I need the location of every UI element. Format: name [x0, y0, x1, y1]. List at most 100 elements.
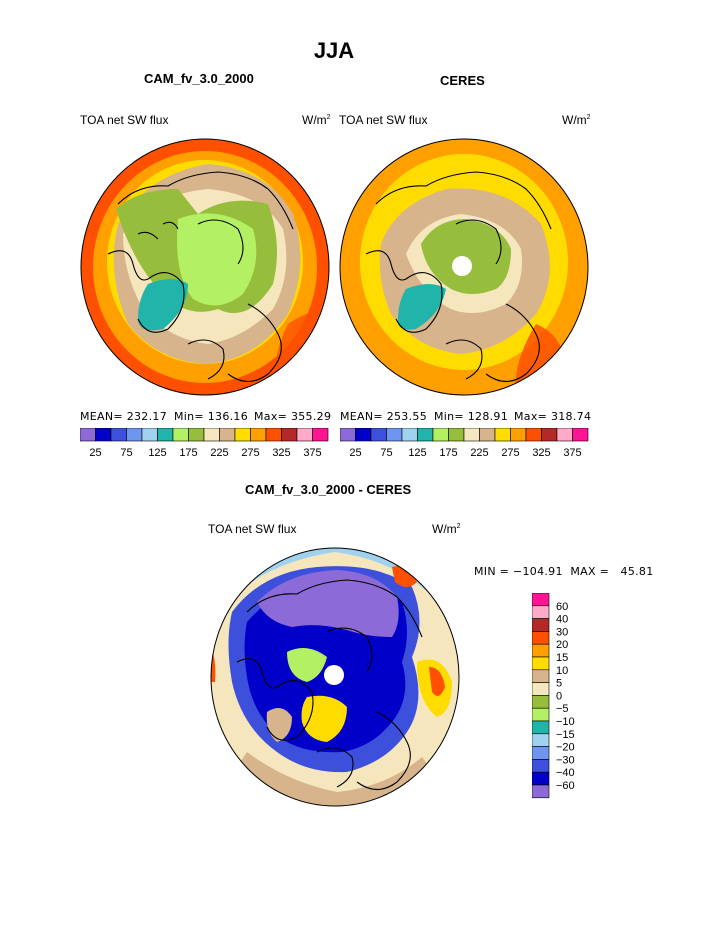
colorbar-swatch [234, 428, 251, 442]
colorbar-swatch [479, 428, 496, 442]
colorbar-swatch [532, 605, 550, 619]
colorbar-tick-label: 225 [210, 447, 228, 459]
model-polar-map [80, 138, 330, 396]
colorbar-tick-label: 225 [470, 447, 488, 459]
colorbar-swatch [296, 428, 313, 442]
colorbar-swatch [532, 720, 550, 735]
colorbar-swatch [532, 746, 550, 760]
panel1-min: Min= 136.16 [174, 410, 249, 423]
colorbar-tick-label: −15 [556, 729, 575, 741]
colorbar-swatch [250, 428, 267, 442]
colorbar-swatch [157, 428, 174, 442]
colorbar-tick-label: 40 [556, 614, 568, 626]
colorbar-tick-label: −40 [556, 767, 575, 779]
colorbar-swatch [172, 428, 189, 442]
colorbar-swatch [448, 428, 465, 442]
colorbar-swatch [541, 428, 558, 442]
colorbar-tick-label: 275 [501, 447, 519, 459]
colorbar-top-right: 25 75 125 175 225 275 325 375 [340, 428, 589, 459]
colorbar-swatch [80, 428, 96, 442]
colorbar-swatch [532, 784, 550, 799]
colorbar-swatch [370, 428, 387, 442]
panel2-mean: MEAN= 253.55 [340, 410, 427, 423]
colorbar-swatch [532, 618, 550, 632]
colorbar-swatch [281, 428, 298, 442]
colorbar-tick-label: 30 [556, 626, 568, 638]
colorbar-tick-label: −10 [556, 716, 575, 728]
colorbar-swatch [510, 428, 527, 442]
colorbar-tick-label: 125 [408, 447, 426, 459]
page-title: JJA [313, 38, 355, 63]
colorbar-tick-label: 275 [241, 447, 259, 459]
panel1-unit: W/m2 [302, 113, 331, 127]
colorbar-swatch [463, 428, 480, 442]
colorbar-swatch [532, 707, 550, 722]
colorbar-swatch [417, 428, 434, 442]
colorbar-tick-label: 375 [303, 447, 321, 459]
colorbar-swatch [386, 428, 403, 442]
panel1-subtitle: CAM_fv_3.0_2000 [144, 71, 254, 86]
colorbar-swatch [532, 643, 550, 658]
colorbar-tick-label: 20 [556, 639, 568, 651]
panel2-max: Max= 318.74 [514, 410, 592, 423]
panel1-field-label: TOA net SW flux [80, 113, 169, 127]
colorbar-tick-label: 5 [556, 678, 562, 690]
panel3-subtitle: CAM_fv_3.0_2000 - CERES [245, 482, 412, 497]
colorbar-swatch [532, 669, 550, 683]
difference-polar-map [210, 547, 460, 807]
colorbar-tick-label: 15 [556, 652, 568, 664]
colorbar-swatch [219, 428, 236, 442]
colorbar-swatch [532, 682, 550, 696]
colorbar-swatch [110, 428, 127, 442]
colorbar-tick-label: 75 [380, 447, 392, 459]
colorbar-swatch [432, 428, 449, 442]
colorbar-tick-label: 175 [439, 447, 457, 459]
panel2-min: Min= 128.91 [434, 410, 509, 423]
colorbar-tick-label: 325 [532, 447, 550, 459]
colorbar-swatch [532, 656, 550, 671]
panel3-min-max: MIN = −104.91 MAX = 45.81 [474, 565, 654, 578]
colorbar-swatch [265, 428, 282, 442]
ceres-polar-map [339, 138, 589, 396]
colorbar-tick-label: 0 [556, 690, 562, 702]
panel2-subtitle: CERES [440, 73, 485, 88]
panel1-mean: MEAN= 232.17 [80, 410, 167, 423]
panel3-field-label: TOA net SW flux [208, 522, 297, 536]
colorbar-swatch [141, 428, 158, 442]
colorbar-swatch [95, 428, 112, 442]
colorbar-swatch [525, 428, 542, 442]
colorbar-tick-label: −60 [556, 780, 575, 792]
colorbar-tick-label: −5 [556, 703, 569, 715]
panel3-unit: W/m2 [432, 522, 461, 536]
colorbar-tick-label: −30 [556, 754, 575, 766]
colorbar-swatch [532, 593, 550, 607]
colorbar-swatch [532, 695, 550, 709]
panel2-unit: W/m2 [562, 113, 591, 127]
colorbar-swatch [126, 428, 143, 442]
colorbar-tick-label: 25 [349, 447, 361, 459]
colorbar-tick-label: 125 [148, 447, 166, 459]
colorbar-tick-label: 25 [89, 447, 101, 459]
colorbar-swatch [532, 733, 550, 747]
colorbar-tick-label: 75 [120, 447, 132, 459]
colorbar-swatch [312, 428, 329, 442]
colorbar-swatch [355, 428, 372, 442]
colorbar-swatch [188, 428, 205, 442]
colorbar-top-left: 25 75 125 175 225 275 325 375 [80, 428, 329, 459]
colorbar-tick-label: 375 [563, 447, 581, 459]
colorbar-swatch [556, 428, 573, 442]
colorbar-swatch [340, 428, 356, 442]
colorbar-tick-label: 325 [272, 447, 290, 459]
colorbar-swatch [532, 631, 550, 645]
colorbar-tick-label: 175 [179, 447, 197, 459]
colorbar-swatch [401, 428, 418, 442]
colorbar-swatch [494, 428, 511, 442]
panel1-max: Max= 355.29 [254, 410, 332, 423]
colorbar-swatch [532, 771, 550, 786]
colorbar-swatch [572, 428, 589, 442]
panel2-field-label: TOA net SW flux [339, 113, 428, 127]
colorbar-tick-label: 60 [556, 601, 568, 613]
colorbar-tick-label: 10 [556, 665, 568, 677]
colorbar-swatch [203, 428, 220, 442]
